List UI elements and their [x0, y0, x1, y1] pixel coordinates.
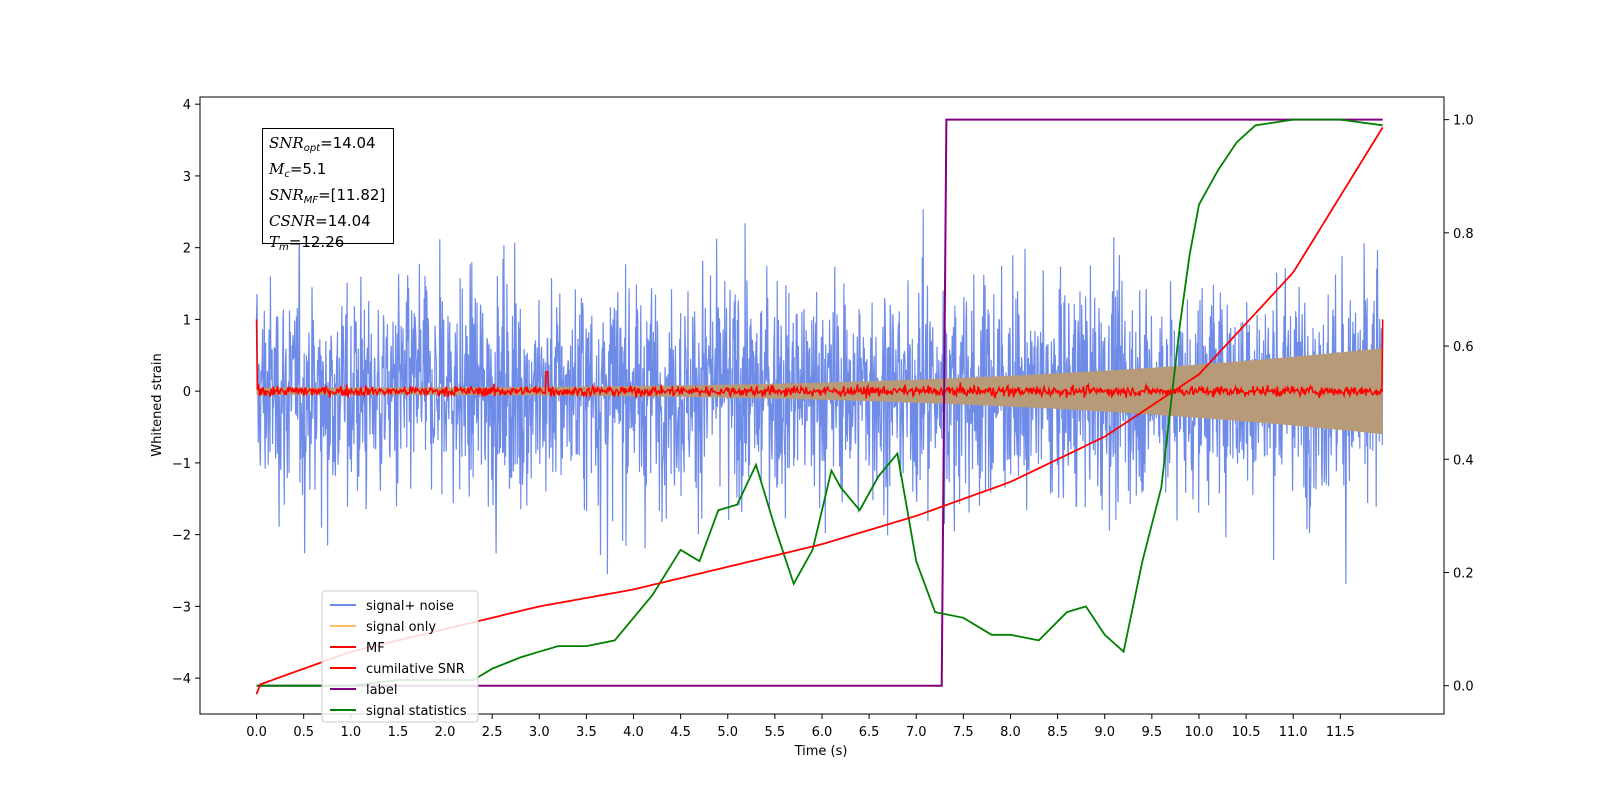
- y-left-tick-label: 0: [183, 385, 191, 400]
- csnr-text: CSNR=14.04: [269, 212, 371, 230]
- x-tick-label: 9.0: [1094, 725, 1115, 740]
- x-tick-label: 10.5: [1232, 725, 1261, 740]
- x-tick-label: 0.5: [293, 725, 314, 740]
- y-right-tick-label: 0.4: [1453, 453, 1474, 468]
- y-axis-label: Whitened strain: [150, 353, 165, 456]
- legend-entry-label: label: [366, 683, 397, 698]
- x-tick-label: 1.5: [388, 725, 409, 740]
- tm-text: Tm=12.26: [269, 233, 345, 253]
- legend-entry-label: signal+ noise: [366, 599, 454, 614]
- x-tick-label: 8.5: [1047, 725, 1068, 740]
- x-tick-label: 5.0: [717, 725, 738, 740]
- y-right-tick-label: 0.8: [1453, 227, 1474, 242]
- y-left-tick-label: 2: [183, 242, 191, 257]
- x-tick-label: 6.5: [859, 725, 880, 740]
- legend-box: [321, 590, 479, 723]
- x-tick-label: 11.0: [1279, 725, 1308, 740]
- snr-opt-text: SNRopt=14.04: [269, 134, 376, 154]
- y-left-tick-label: 1: [183, 313, 191, 328]
- x-tick-label: 11.5: [1326, 725, 1355, 740]
- x-tick-label: 6.0: [812, 725, 833, 740]
- x-tick-label: 8.0: [1000, 725, 1021, 740]
- y-left-tick-label: −2: [172, 529, 191, 544]
- x-tick-label: 2.0: [435, 725, 456, 740]
- y-left-tick-label: −4: [172, 672, 191, 687]
- legend-entry-label: cumilative SNR: [366, 662, 465, 677]
- y-right-tick-label: 0.6: [1453, 340, 1474, 355]
- legend: signal+ noise signal only MF cumilative SNR…: [321, 590, 479, 723]
- x-axis-label: Time (s): [794, 744, 848, 759]
- legend-entry-label: signal statistics: [366, 704, 467, 719]
- x-tick-label: 3.5: [576, 725, 597, 740]
- x-tick-label: 4.5: [670, 725, 691, 740]
- x-tick-label: 7.0: [906, 725, 927, 740]
- y-left-tick-label: −3: [172, 600, 191, 615]
- x-tick-label: 2.5: [482, 725, 503, 740]
- x-tick-label: 9.5: [1142, 725, 1163, 740]
- x-tick-label: 7.5: [953, 725, 974, 740]
- y-right-tick-label: 1.0: [1453, 114, 1474, 129]
- series-signal-statistics: [256, 118, 1383, 687]
- y-right-tick-label: 0.0: [1453, 680, 1474, 695]
- x-tick-label: 1.0: [340, 725, 361, 740]
- y-left-tick-label: 4: [183, 98, 191, 113]
- legend-entry-label: MF: [366, 641, 385, 656]
- x-tick-label: 3.0: [529, 725, 550, 740]
- x-tick-label: 0.0: [246, 725, 267, 740]
- y-right-tick-label: 0.2: [1453, 566, 1474, 581]
- stats-annotation-box: SNRopt=14.04 Mc=5.1 SNRMF=[11.82] CSNR=1…: [262, 128, 394, 253]
- series-label: [256, 118, 1383, 687]
- series-mf: [255, 319, 1384, 400]
- x-tick-label: 5.5: [765, 725, 786, 740]
- mc-text: Mc=5.1: [269, 160, 327, 180]
- snr-mf-text: SNRMF=[11.82]: [269, 186, 386, 206]
- y-left-tick-label: −1: [172, 457, 191, 472]
- x-tick-label: 4.0: [623, 725, 644, 740]
- x-tick-label: 10.0: [1184, 725, 1213, 740]
- legend-entry-label: signal only: [366, 620, 436, 635]
- y-left-tick-label: 3: [183, 170, 191, 185]
